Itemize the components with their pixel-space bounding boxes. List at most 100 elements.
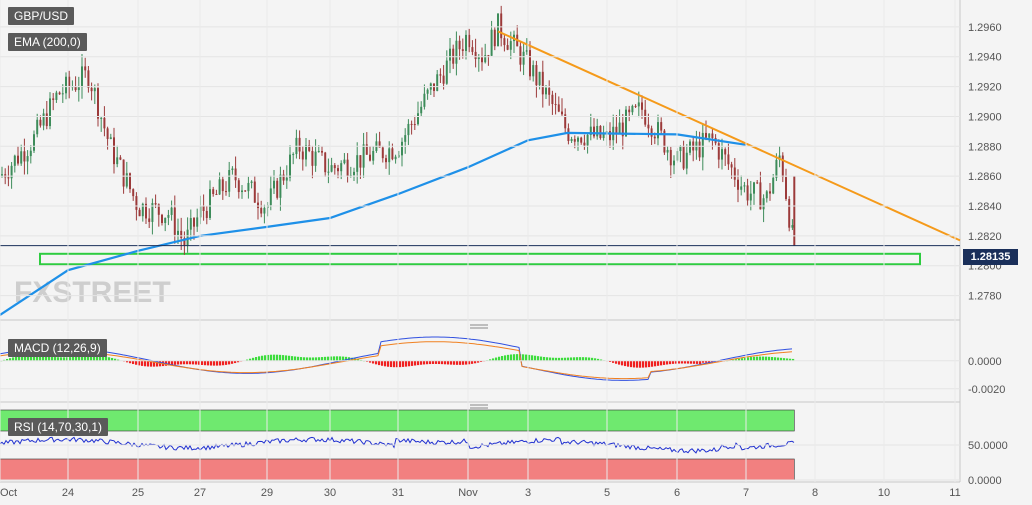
macd-histogram-bar — [303, 357, 306, 361]
macd-histogram-bar — [531, 355, 534, 361]
macd-histogram-bar — [84, 355, 87, 361]
candle-body — [529, 50, 531, 77]
candle-body — [573, 139, 576, 142]
candle-body — [289, 154, 291, 178]
candle-body — [762, 198, 765, 210]
ema-label[interactable]: EMA (200,0) — [8, 33, 87, 51]
macd-histogram-bar — [93, 355, 96, 361]
candle-body — [84, 66, 87, 71]
macd-histogram-bar — [147, 360, 150, 367]
candle-body — [189, 218, 192, 230]
candle-body — [481, 57, 483, 63]
candle-body — [497, 13, 499, 47]
macd-histogram-bar — [576, 357, 579, 361]
macd-histogram-bar — [333, 356, 336, 361]
candle-body — [439, 74, 442, 76]
candle-body — [29, 150, 32, 157]
macd-histogram-bar — [111, 357, 114, 361]
time-tick-label: Nov — [458, 487, 478, 499]
macd-histogram-bar — [705, 360, 708, 363]
candle-body — [791, 225, 794, 228]
macd-histogram-bar — [183, 360, 186, 365]
macd-histogram-bar — [594, 358, 597, 361]
candle-body — [116, 157, 119, 165]
panel-resize-handle[interactable] — [470, 404, 488, 409]
candle-body — [33, 134, 35, 151]
candle-body — [705, 132, 707, 138]
macd-histogram-bar — [423, 360, 426, 365]
macd-histogram-bar — [393, 360, 396, 368]
macd-histogram-bar — [390, 360, 393, 368]
candle-body — [100, 117, 103, 119]
macd-histogram-bar — [279, 354, 282, 361]
candle-body — [36, 119, 39, 135]
macd-histogram-bar — [249, 358, 252, 361]
macd-histogram-bar — [654, 360, 657, 367]
support-zone-rect[interactable] — [39, 252, 921, 266]
panel-resize-handle[interactable] — [470, 324, 488, 329]
candle-body — [205, 210, 208, 218]
rsi-label[interactable]: RSI (14,70,30,1) — [8, 418, 109, 436]
candle-body — [532, 65, 535, 77]
macd-histogram-bar — [399, 360, 402, 368]
candle-body — [506, 45, 509, 50]
candle-body — [77, 87, 80, 91]
candle-body — [401, 141, 403, 156]
macd-histogram-bar — [468, 360, 471, 365]
rsi-tick-label: 0.0000 — [968, 475, 1002, 487]
macd-histogram-bar — [663, 360, 666, 365]
candle-body — [13, 155, 16, 166]
macd-histogram-bar — [15, 356, 18, 361]
macd-histogram-bar — [438, 360, 441, 365]
macd-histogram-bar — [627, 360, 630, 367]
macd-histogram-bar — [9, 358, 12, 361]
candle-body — [650, 128, 653, 137]
macd-histogram-bar — [660, 360, 663, 366]
macd-histogram-bar — [552, 357, 555, 361]
candle-body — [708, 133, 711, 138]
candle-body — [586, 134, 589, 146]
time-tick-label: Oct — [0, 487, 17, 499]
macd-histogram-bar — [441, 360, 444, 365]
candle-body — [657, 122, 659, 139]
macd-histogram-bar — [501, 355, 504, 361]
macd-histogram-bar — [675, 360, 678, 364]
macd-histogram-bar — [789, 358, 792, 361]
symbol-label[interactable]: GBP/USD — [8, 7, 75, 25]
candle-body — [490, 29, 493, 56]
candle-body — [589, 126, 592, 135]
macd-histogram-bar — [684, 360, 687, 364]
candle-body — [631, 105, 634, 113]
candle-body — [103, 117, 106, 129]
macd-histogram-bar — [783, 358, 786, 361]
candle-body — [388, 148, 391, 163]
candle-body — [292, 154, 295, 156]
candle-body — [273, 180, 275, 189]
candle-body — [87, 70, 90, 88]
candle-body — [269, 188, 272, 206]
time-tick-label: 5 — [604, 487, 610, 499]
candle-body — [609, 131, 611, 141]
macd-histogram-bar — [18, 356, 21, 361]
candle-body — [717, 143, 720, 160]
candle-body — [449, 48, 451, 61]
macd-histogram-bar — [597, 358, 600, 361]
macd-histogram-bar — [219, 360, 222, 366]
candle-body — [365, 144, 368, 155]
candle-body — [234, 168, 237, 181]
candle-body — [644, 109, 647, 125]
candle-body — [39, 119, 42, 126]
macd-histogram-bar — [420, 360, 423, 365]
candle-body — [97, 88, 99, 119]
macd-histogram-bar — [81, 356, 84, 361]
macd-histogram-bar — [12, 357, 15, 361]
macd-histogram-bar — [546, 357, 549, 361]
macd-histogram-bar — [588, 357, 591, 361]
candle-body — [679, 146, 682, 152]
candle-body — [522, 51, 525, 65]
candle-body — [193, 218, 195, 227]
candle-body — [471, 47, 474, 52]
candle-body — [756, 182, 759, 184]
macd-label[interactable]: MACD (12,26,9) — [8, 339, 107, 357]
